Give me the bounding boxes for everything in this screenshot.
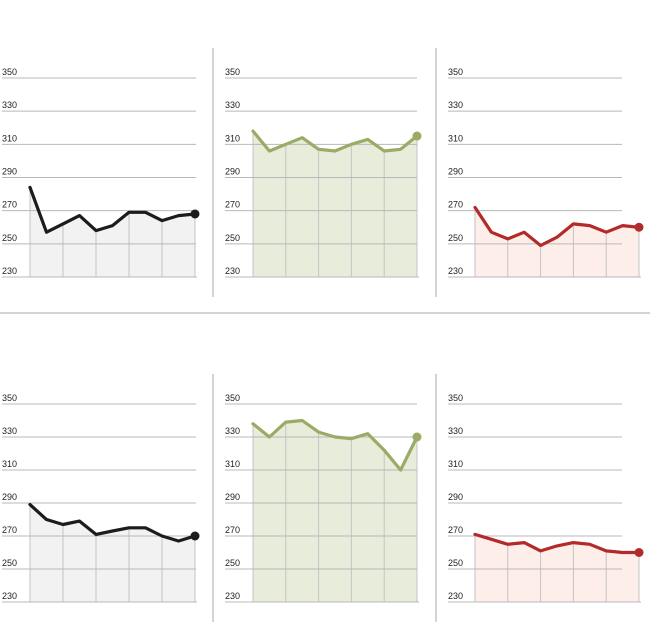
end-point-marker [634,548,644,557]
y-tick-label: 290 [225,492,240,502]
y-tick-label: 310 [2,459,17,469]
y-tick-label: 230 [448,591,463,601]
end-point-marker [190,531,200,541]
area-fill [253,420,417,602]
y-tick-label: 310 [448,133,463,143]
end-point-marker [412,131,422,141]
y-tick-label: 290 [448,492,463,502]
series-line [251,129,419,153]
y-tick-label: 350 [448,67,463,77]
y-tick-label: 250 [225,558,240,568]
y-tick-label: 270 [225,200,240,210]
end-point-marker [634,222,644,232]
y-tick-label: 270 [225,525,240,535]
y-tick-label: 250 [2,233,17,243]
y-tick-label: 270 [448,525,463,535]
area-fill [30,504,195,602]
y-tick-label: 250 [448,233,463,243]
y-tick-label: 330 [2,100,17,110]
area-fill [475,207,639,277]
y-tick-label: 230 [225,591,240,601]
chart-panel-1: 230 250 270 290 310 330 350 [2,67,200,278]
y-tick-label: 330 [2,426,17,436]
y-tick-label: 290 [448,167,463,177]
y-tick-label: 270 [2,525,17,535]
y-tick-label: 290 [225,167,240,177]
chart-panel-2: 230 250 270 290 310 330 350 [225,67,422,278]
y-tick-label: 350 [225,393,240,403]
area-fill [253,131,417,277]
y-tick-label: 330 [225,426,240,436]
series-line [251,418,419,472]
y-tick-label: 350 [225,67,240,77]
series-line [28,185,197,234]
area-fill [475,534,639,602]
series-line [28,503,197,543]
y-tick-label: 250 [2,558,17,568]
chart-panel-6: 230 250 270 290 310 330 350 [448,393,644,603]
series-line [473,205,641,248]
y-tick-label: 350 [448,393,463,403]
y-tick-label: 310 [225,133,240,143]
y-tick-label: 250 [225,233,240,243]
y-tick-label: 230 [2,591,17,601]
y-tick-label: 310 [2,133,17,143]
y-tick-label: 350 [2,67,17,77]
y-tick-label: 350 [2,393,17,403]
y-tick-label: 330 [225,100,240,110]
y-tick-label: 330 [448,426,463,436]
y-tick-label: 230 [225,266,240,276]
y-tick-label: 230 [2,266,17,276]
y-tick-label: 270 [448,200,463,210]
chart-panel-5: 230 250 270 290 310 330 350 [225,393,422,603]
end-point-marker [190,209,200,219]
y-tick-label: 310 [225,459,240,469]
y-tick-label: 270 [2,200,17,210]
y-tick-label: 330 [448,100,463,110]
y-tick-label: 290 [2,167,17,177]
chart-panel-3: 230 250 270 290 310 330 350 [448,67,644,278]
y-tick-label: 250 [448,558,463,568]
series-line [473,532,641,555]
y-tick-label: 290 [2,492,17,502]
area-fill [30,187,195,277]
y-tick-label: 310 [448,459,463,469]
y-tick-label: 230 [448,266,463,276]
chart-panel-4: 230 250 270 290 310 330 350 [2,393,200,603]
end-point-marker [412,432,422,442]
